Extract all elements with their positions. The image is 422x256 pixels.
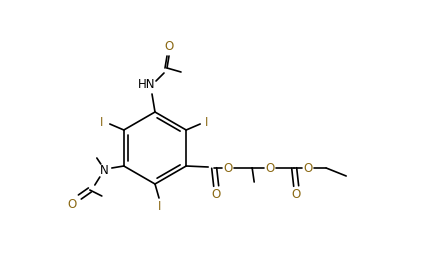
Text: O: O [292,187,301,200]
Text: O: O [67,197,76,210]
Text: I: I [100,115,103,129]
Text: N: N [100,164,108,176]
Text: O: O [211,187,221,200]
Text: O: O [224,162,233,175]
Text: O: O [165,39,173,52]
Text: HN: HN [138,78,156,91]
Text: I: I [158,199,162,212]
Text: I: I [205,115,208,129]
Text: O: O [303,162,313,175]
Text: O: O [265,162,275,175]
